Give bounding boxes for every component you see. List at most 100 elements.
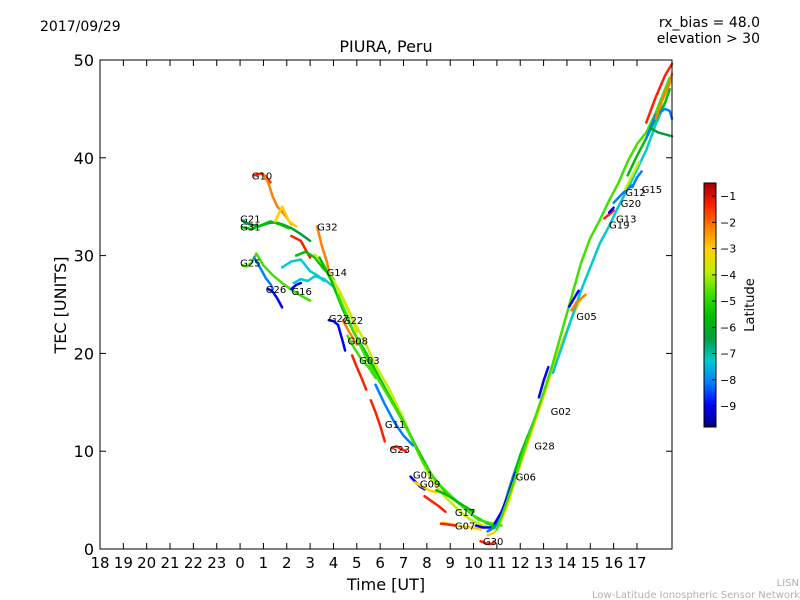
sat-label: G30: [483, 537, 503, 548]
x-tick-label: 23: [207, 554, 226, 572]
sat-label: G21: [240, 214, 260, 225]
sat-label: G09: [420, 479, 440, 490]
chart-title: PIURA, Peru: [339, 37, 432, 56]
y-tick-label: 50: [74, 51, 94, 70]
series-trace-48: [645, 107, 674, 140]
sat-label: G25: [240, 258, 260, 269]
y-tick-label: 40: [74, 149, 94, 168]
sat-label: G07: [455, 522, 475, 533]
x-tick-label: 2: [282, 554, 292, 572]
series-trace-27: [423, 494, 447, 514]
series-G27: [327, 318, 347, 352]
x-tick-label: 5: [352, 554, 362, 572]
y-tick-label: 0: [84, 540, 94, 559]
sat-label: G01: [413, 471, 433, 482]
x-tick-label: 13: [534, 554, 553, 572]
x-tick-label: 15: [581, 554, 600, 572]
colorbar-ticks: −1 −2 −3 −4 −5 −6 −7 −8 −9: [712, 190, 736, 413]
date-label: 2017/09/29: [40, 19, 121, 35]
series-trace-8: [252, 256, 275, 291]
sat-label: G02: [551, 407, 571, 418]
series-G25: [241, 252, 312, 302]
series-trace-50: [645, 62, 674, 124]
series-G08: [346, 334, 377, 380]
sat-label: G17: [455, 508, 475, 519]
x-tick-label: 16: [604, 554, 623, 572]
series-G17: [434, 489, 475, 514]
sat-label: G22: [343, 316, 363, 327]
series-G15: [631, 170, 643, 189]
series-G23: [390, 445, 408, 453]
credit-line2: Low-Latitude Ionospheric Sensor Network: [592, 590, 800, 600]
x-tick-label: 1: [259, 554, 269, 572]
y-tick-label: 10: [74, 442, 94, 461]
y-tick-label: 30: [74, 247, 94, 266]
series-layer: [241, 62, 674, 546]
rx-bias-label: rx_bias = 48.0: [659, 15, 760, 31]
x-tick-label: 6: [375, 554, 385, 572]
plot-area: [100, 60, 672, 549]
plot-frame: [99, 59, 673, 550]
sat-label: G28: [534, 441, 554, 452]
series-G02: [537, 365, 550, 399]
colorbar-tick-label: −2: [720, 216, 736, 229]
x-tick-label: 21: [160, 554, 179, 572]
sat-label: G23: [390, 445, 410, 456]
series-trace-4: [273, 205, 298, 228]
colorbar-tick-label: −8: [720, 374, 736, 387]
credit-line1: LISN: [777, 578, 799, 589]
series-G13: [607, 206, 615, 214]
series-trace-21: [336, 293, 503, 527]
series-trace-49: [649, 127, 674, 138]
x-tick-label: 3: [305, 554, 315, 572]
series-G26: [266, 287, 284, 309]
x-tick-label: 10: [464, 554, 483, 572]
colorbar-tick-label: −7: [720, 348, 736, 361]
series-trace-51: [654, 72, 674, 120]
x-tick-label: 18: [90, 554, 109, 572]
x-tick-label: 19: [114, 554, 133, 572]
series-G22: [341, 318, 359, 346]
x-tick-label: 8: [422, 554, 432, 572]
sat-label: G08: [347, 337, 367, 348]
colorbar-tick-label: −6: [720, 321, 736, 334]
colorbar-tick-label: −3: [720, 243, 736, 256]
y-tick-label: 20: [74, 344, 94, 363]
series-G32: [315, 225, 333, 282]
series-trace-41: [568, 289, 580, 308]
sat-label: G20: [621, 199, 641, 210]
sat-label: G32: [317, 222, 337, 233]
x-tick-label: 0: [235, 554, 245, 572]
series-G20: [612, 183, 634, 205]
x-tick-label: 14: [557, 554, 576, 572]
series-G11: [374, 383, 415, 447]
series-G03: [350, 354, 368, 391]
x-axis: 18 19 20 21 22 23 0 1 2 3 4 5 6 7 8 9 10 11 12 13 14 15 16 17: [90, 60, 647, 572]
colorbar-tick-label: −9: [720, 400, 736, 413]
series-trace-30: [439, 522, 457, 527]
series-trace-39: [551, 101, 667, 375]
x-tick-label: 9: [445, 554, 455, 572]
series-G30: [479, 539, 496, 546]
x-tick-label: 11: [487, 554, 506, 572]
sat-label: G13: [616, 214, 636, 225]
sat-label: G03: [359, 356, 379, 367]
sat-label: G10: [252, 171, 272, 182]
sat-label: G12: [625, 188, 645, 199]
sat-label: G19: [609, 220, 629, 231]
y-axis-label: TEC [UNITS]: [51, 257, 70, 355]
series-G16: [292, 274, 335, 289]
x-tick-label: 22: [184, 554, 203, 572]
series-G31: [241, 220, 291, 231]
x-tick-label: 4: [329, 554, 339, 572]
series-G19: [603, 209, 615, 220]
sat-label: G26: [266, 285, 286, 296]
series-G12: [624, 160, 641, 191]
series-trace-19: [313, 253, 494, 530]
sat-label: G14: [326, 268, 346, 279]
sat-label: G15: [642, 185, 662, 196]
x-tick-label: 7: [399, 554, 409, 572]
sat-label: G06: [516, 473, 536, 484]
x-tick-label: 17: [627, 554, 646, 572]
